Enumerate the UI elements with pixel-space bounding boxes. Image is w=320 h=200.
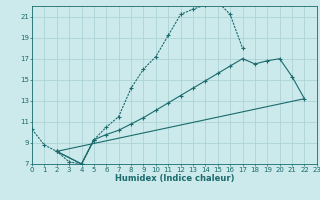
X-axis label: Humidex (Indice chaleur): Humidex (Indice chaleur) bbox=[115, 174, 234, 183]
